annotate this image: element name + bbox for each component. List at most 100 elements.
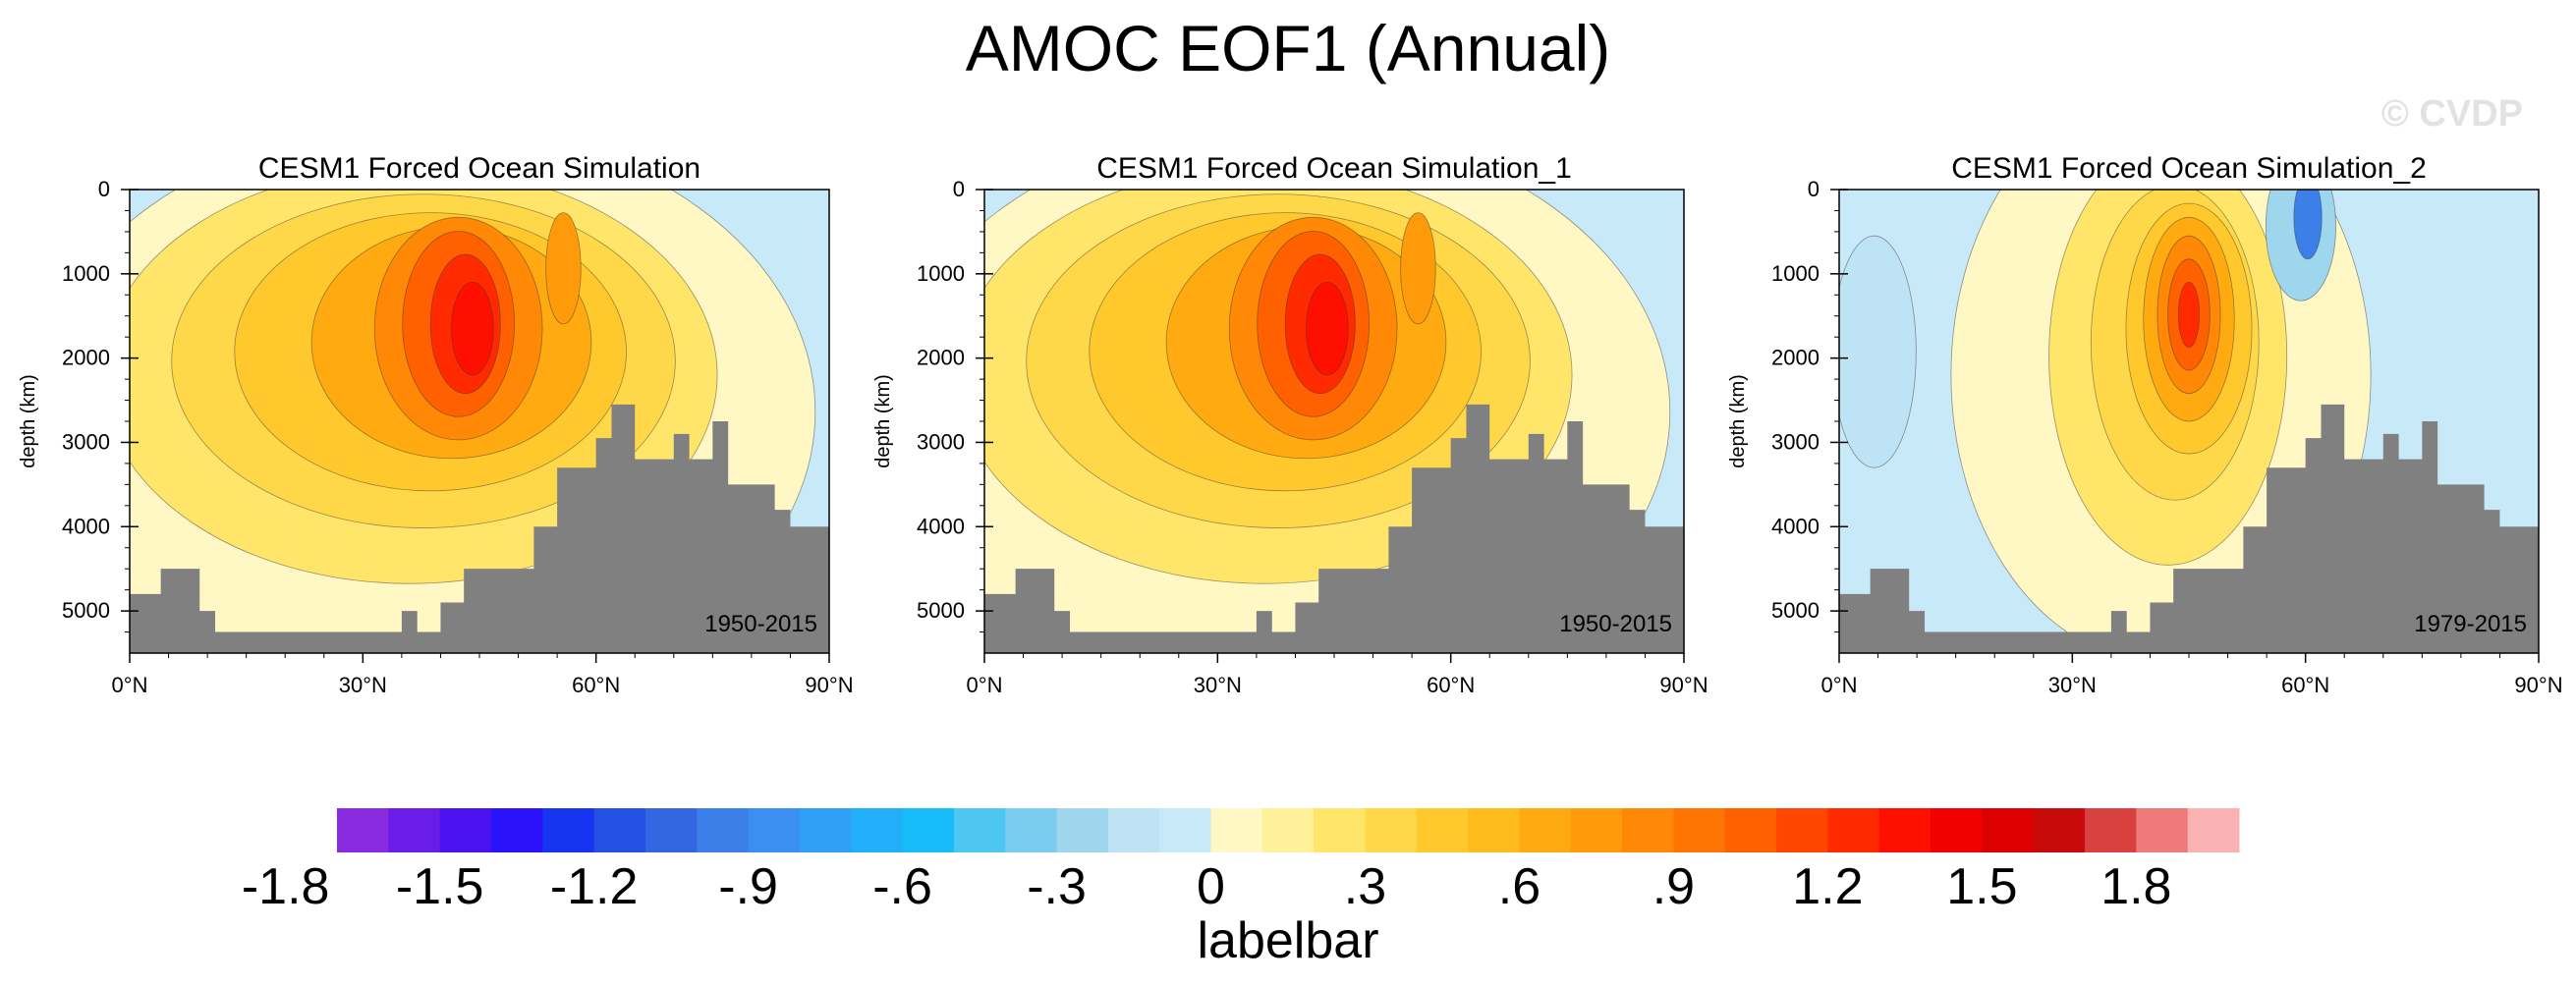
colorbar-swatch bbox=[748, 808, 801, 852]
colorbar-swatch bbox=[1416, 808, 1469, 852]
cvdp-watermark: © CVDP bbox=[2381, 93, 2523, 135]
contour-band bbox=[545, 212, 582, 325]
colorbar-swatch bbox=[1776, 808, 1828, 852]
colorbar-swatch bbox=[1622, 808, 1674, 852]
x-tick-label: 30°N bbox=[2048, 673, 2097, 697]
y-axis-label: depth (km) bbox=[1727, 374, 1749, 468]
colorbar-swatch bbox=[1724, 808, 1777, 852]
colorbar-swatch bbox=[337, 808, 389, 852]
colorbar-label: -.9 bbox=[718, 858, 778, 915]
panel-title: CESM1 Forced Ocean Simulation bbox=[258, 152, 700, 185]
contour-band bbox=[1306, 281, 1349, 376]
panels-group: CESM1 Forced Ocean Simulation 0 1000 2000 30… bbox=[18, 152, 2563, 697]
colorbar-swatch bbox=[593, 808, 646, 852]
contour-band bbox=[2293, 190, 2323, 260]
x-tick-label: 30°N bbox=[1194, 673, 1242, 697]
period-label: 1950-2015 bbox=[704, 611, 817, 637]
panel-title: CESM1 Forced Ocean Simulation_1 bbox=[1096, 152, 1572, 185]
colorbar-label: -1.8 bbox=[242, 858, 330, 915]
colorbar-swatch bbox=[1365, 808, 1418, 852]
colorbar-label: -.6 bbox=[872, 858, 932, 915]
bathymetry-mask bbox=[1839, 404, 2539, 653]
y-tick-label: 2000 bbox=[917, 346, 965, 370]
y-tick-label: 0 bbox=[953, 177, 965, 201]
colorbar-swatch bbox=[439, 808, 492, 852]
colorbar-swatch bbox=[1673, 808, 1726, 852]
colorbar-swatch bbox=[1107, 808, 1160, 852]
colorbar-swatch bbox=[1261, 808, 1315, 852]
period-label: 1950-2015 bbox=[1559, 611, 1672, 637]
x-tick-label: 0°N bbox=[967, 673, 1003, 697]
colorbar-swatch bbox=[2187, 808, 2240, 852]
colorbar-swatch bbox=[2033, 808, 2086, 852]
x-tick-label: 60°N bbox=[572, 673, 620, 697]
colorbar-swatch bbox=[644, 808, 698, 852]
contour-band bbox=[1400, 212, 1436, 325]
colorbar-title: labelbar bbox=[1197, 912, 1378, 969]
colorbar-swatch bbox=[1314, 808, 1366, 852]
y-tick-label: 4000 bbox=[62, 514, 110, 538]
y-tick-label: 1000 bbox=[62, 261, 110, 286]
x-tick-label: 0°N bbox=[1821, 673, 1858, 697]
x-tick-label: 30°N bbox=[339, 673, 387, 697]
colorbar-swatch bbox=[851, 808, 904, 852]
colorbar-label: .3 bbox=[1344, 858, 1386, 915]
x-tick-label: 60°N bbox=[2281, 673, 2329, 697]
colorbar-label: -1.5 bbox=[396, 858, 484, 915]
y-tick-label: 4000 bbox=[917, 514, 965, 538]
x-tick-label: 60°N bbox=[1427, 673, 1475, 697]
panel-title: CESM1 Forced Ocean Simulation_2 bbox=[1951, 152, 2427, 185]
contour-field bbox=[130, 190, 829, 653]
bathymetry-mask bbox=[984, 404, 1684, 653]
y-tick-label: 2000 bbox=[1771, 346, 1820, 370]
colorbar-swatch bbox=[902, 808, 955, 852]
colorbar-swatch bbox=[2085, 808, 2137, 852]
bathymetry-mask bbox=[130, 404, 829, 653]
y-tick-label: 5000 bbox=[917, 598, 965, 623]
y-tick-label: 5000 bbox=[62, 598, 110, 623]
colorbar-swatch bbox=[697, 808, 750, 852]
colorbar-swatch bbox=[1210, 808, 1263, 852]
contour-band bbox=[2177, 281, 2201, 348]
y-tick-label: 1000 bbox=[917, 261, 965, 286]
colorbar-swatch bbox=[1931, 808, 1983, 852]
panel-2: CESM1 Forced Ocean Simulation_1 0 1000 2000… bbox=[872, 152, 1708, 697]
colorbar-swatch bbox=[799, 808, 852, 852]
x-tick-label: 90°N bbox=[1659, 673, 1708, 697]
panel-3: CESM1 Forced Ocean Simulation_2 0 1000 2000… bbox=[1727, 152, 2563, 697]
colorbar-swatch bbox=[2136, 808, 2189, 852]
y-tick-label: 3000 bbox=[917, 429, 965, 454]
panel-1: CESM1 Forced Ocean Simulation 0 1000 2000 30… bbox=[18, 152, 854, 697]
period-label: 1979-2015 bbox=[2414, 611, 2527, 637]
x-tick-label: 90°N bbox=[2514, 673, 2562, 697]
colorbar-swatch bbox=[953, 808, 1006, 852]
y-tick-label: 0 bbox=[1808, 177, 1820, 201]
y-tick-label: 0 bbox=[98, 177, 110, 201]
colorbar-swatch bbox=[1982, 808, 2035, 852]
colorbar-label: -1.2 bbox=[550, 858, 639, 915]
colorbar-swatch bbox=[1159, 808, 1212, 852]
y-tick-label: 3000 bbox=[1771, 429, 1820, 454]
figure-title: AMOC EOF1 (Annual) bbox=[966, 12, 1611, 84]
colorbar-label: .9 bbox=[1652, 858, 1695, 915]
colorbar-swatch bbox=[1468, 808, 1520, 852]
contour-field bbox=[1839, 190, 2539, 653]
y-tick-label: 2000 bbox=[62, 346, 110, 370]
contour-field bbox=[984, 190, 1684, 653]
colorbar-label: 1.8 bbox=[2100, 858, 2171, 915]
colorbar-swatch bbox=[388, 808, 441, 852]
colorbar-swatch bbox=[1056, 808, 1109, 852]
y-axis-label: depth (km) bbox=[872, 374, 894, 468]
colorbar-swatch bbox=[1519, 808, 1572, 852]
y-axis-label: depth (km) bbox=[18, 374, 39, 468]
colorbar-label: -.3 bbox=[1027, 858, 1087, 915]
colorbar-swatch bbox=[1878, 808, 1932, 852]
colorbar-swatch bbox=[1005, 808, 1058, 852]
y-tick-label: 1000 bbox=[1771, 261, 1820, 286]
x-tick-label: 0°N bbox=[112, 673, 148, 697]
colorbar-swatch bbox=[490, 808, 543, 852]
colorbar: -1.8 -1.5 -1.2 -.9 -.6 -.3 0 .3 .6 .9 1.2 1.5 1.8 bbox=[242, 808, 2240, 915]
colorbar-swatch bbox=[542, 808, 595, 852]
colorbar-label: 0 bbox=[1197, 858, 1225, 915]
